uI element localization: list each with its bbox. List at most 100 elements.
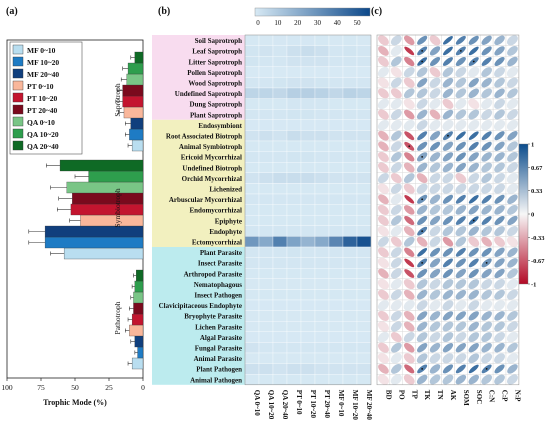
cell-16-8 xyxy=(356,204,372,216)
cell-19-8 xyxy=(356,236,372,248)
corr-ellipse-7-9 xyxy=(494,109,505,120)
cell-7-7 xyxy=(342,109,358,120)
cell-18-0 xyxy=(244,225,260,237)
corr-ellipse-6-2 xyxy=(403,98,415,110)
corr-ellipse-11-7 xyxy=(468,152,479,162)
corr-ellipse-12-5 xyxy=(442,162,454,173)
cell-31-4 xyxy=(300,363,316,375)
corr-ellipse-18-9 xyxy=(494,226,505,237)
cell-32-1 xyxy=(258,374,274,385)
corr-ellipse-4-7 xyxy=(468,78,479,88)
cell-0-1 xyxy=(258,34,274,46)
cell-24-3 xyxy=(286,289,302,301)
corr-ellipse-21-2 xyxy=(404,258,415,268)
corr-ellipse-19-6 xyxy=(455,236,467,247)
bar-1-1 xyxy=(44,236,144,249)
corr-ellipse-14-1 xyxy=(390,183,402,194)
corr-ellipse-23-3 xyxy=(416,279,428,290)
corr-ellipse-2-5 xyxy=(442,57,453,66)
corr-ellipse-18-8 xyxy=(481,226,492,237)
heatmap-frame xyxy=(244,34,372,386)
corr-ellipse-7-0 xyxy=(378,109,389,120)
corr-ellipse-24-10 xyxy=(507,289,518,300)
corr-ellipse-9-1 xyxy=(391,130,402,141)
corr-column-label-4: TN xyxy=(436,390,444,400)
cell-5-0 xyxy=(244,87,260,99)
cell-13-1 xyxy=(258,172,274,184)
cell-5-2 xyxy=(272,87,288,99)
cell-4-6 xyxy=(328,77,344,89)
corr-ellipse-16-8 xyxy=(481,205,492,215)
legend-swatch-6 xyxy=(12,116,24,127)
cell-29-0 xyxy=(244,342,260,354)
cell-6-5 xyxy=(314,98,330,110)
cell-1-5 xyxy=(314,45,330,57)
corr-ellipse-22-7 xyxy=(468,268,479,279)
cell-31-1 xyxy=(258,363,274,375)
significance-mark-3 xyxy=(472,60,475,63)
cell-19-5 xyxy=(314,236,330,248)
corr-ellipse-6-4 xyxy=(429,98,441,110)
corr-ellipse-28-9 xyxy=(494,332,505,343)
legend-label-4: PT 10~20 xyxy=(27,94,57,103)
corr-ellipse-29-4 xyxy=(429,342,441,353)
corr-colorbar-label-0: 1 xyxy=(531,142,534,149)
corr-ellipse-9-3 xyxy=(417,131,428,141)
cell-5-1 xyxy=(258,87,274,99)
corr-ellipse-0-0 xyxy=(378,35,389,46)
corr-ellipse-10-0 xyxy=(378,141,389,152)
legend-swatch-4 xyxy=(12,92,24,103)
corr-ellipse-29-5 xyxy=(442,343,454,353)
cell-8-7 xyxy=(342,119,358,131)
corr-ellipse-1-8 xyxy=(481,46,492,56)
cell-23-3 xyxy=(286,278,302,290)
corr-ellipse-2-9 xyxy=(494,56,505,67)
cell-19-0 xyxy=(244,236,260,248)
significance-mark-9 xyxy=(485,262,488,264)
corr-ellipse-13-1 xyxy=(390,173,402,184)
corr-ellipse-3-7 xyxy=(468,66,480,78)
corr-ellipse-4-1 xyxy=(390,77,402,88)
cell-8-2 xyxy=(272,119,288,131)
cell-8-6 xyxy=(328,119,344,131)
cell-26-8 xyxy=(356,310,372,322)
corr-ellipse-28-3 xyxy=(416,332,428,343)
corr-ellipse-27-2 xyxy=(403,321,415,332)
cell-22-6 xyxy=(328,268,344,279)
significance-mark-6 xyxy=(472,219,475,222)
row-label-17: Epiphyte xyxy=(215,217,242,225)
row-label-27: Lichen Parasite xyxy=(195,323,242,331)
row-label-23: Nematophagous xyxy=(194,281,243,289)
row-label-18: Endophyte xyxy=(209,228,242,236)
corr-ellipse-3-4 xyxy=(429,67,441,78)
corr-ellipse-13-10 xyxy=(506,172,518,184)
corr-ellipse-17-6 xyxy=(455,216,466,225)
corr-ellipse-7-6 xyxy=(455,109,467,120)
corr-ellipse-28-7 xyxy=(468,332,480,343)
panel-c-correlation: BD PO TP TK TN AK SOM SOC C:N C:P N:P 1 0.67 0.33 0 -0.… xyxy=(376,34,545,406)
cell-24-4 xyxy=(300,289,316,301)
corr-ellipse-16-7 xyxy=(468,205,479,215)
cell-11-5 xyxy=(314,151,330,163)
cell-12-2 xyxy=(272,162,288,173)
cell-11-6 xyxy=(328,151,344,163)
corr-ellipse-12-4 xyxy=(429,162,441,173)
cell-13-0 xyxy=(244,172,260,184)
corr-ellipse-21-4 xyxy=(429,258,441,268)
corr-ellipse-0-4 xyxy=(429,35,441,46)
bar-2-7 xyxy=(134,280,144,293)
cell-31-2 xyxy=(272,363,288,375)
corr-ellipse-8-1 xyxy=(390,119,402,131)
corr-ellipse-3-9 xyxy=(494,67,505,78)
bar-1-8 xyxy=(59,159,144,172)
cell-12-1 xyxy=(258,162,274,173)
corr-ellipse-3-2 xyxy=(403,67,415,78)
corr-ellipse-19-8 xyxy=(481,236,492,247)
cell-2-2 xyxy=(272,56,288,67)
cell-14-6 xyxy=(328,183,344,195)
corr-ellipse-5-10 xyxy=(507,88,518,99)
corr-ellipse-22-1 xyxy=(390,268,402,279)
corr-ellipse-11-2 xyxy=(404,152,415,162)
cell-23-4 xyxy=(300,278,316,290)
cell-15-5 xyxy=(314,193,330,205)
